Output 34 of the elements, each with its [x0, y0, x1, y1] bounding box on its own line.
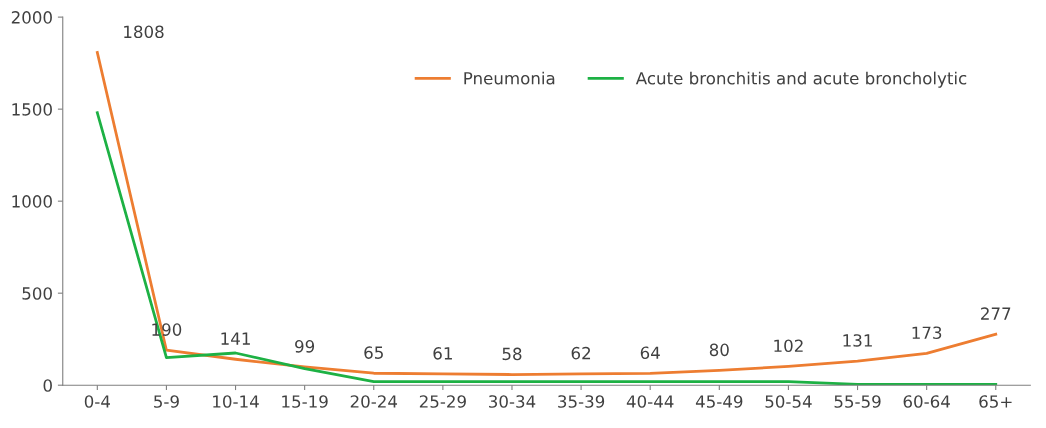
x-tick-label: 5-9	[154, 395, 179, 408]
y-tick-label: 500	[22, 287, 52, 300]
data-label: 277	[981, 307, 1011, 320]
x-tick-label: 15-19	[282, 395, 328, 408]
data-label: 64	[640, 346, 660, 360]
data-label: 173	[912, 326, 942, 340]
x-tick-label: 45-49	[695, 395, 743, 408]
y-tick-label: 0	[43, 379, 52, 392]
legend-label: Acute bronchitis and acute broncholytic	[635, 71, 967, 88]
x-tick-label: 25-29	[419, 395, 466, 408]
data-label: 131	[843, 334, 872, 347]
data-label: 141	[221, 332, 250, 345]
data-label: 1808	[124, 25, 164, 39]
data-label: 58	[502, 347, 522, 361]
legend-label: Pneumonia	[464, 71, 555, 85]
data-label: 99	[295, 340, 315, 353]
y-tick-label: 2000	[11, 11, 52, 24]
x-tick-label: 10-14	[213, 395, 259, 408]
x-tick-label: 50-54	[765, 395, 812, 408]
x-tick-label: 30-34	[489, 395, 536, 408]
x-tick-label: 40-44	[626, 395, 674, 408]
x-tick-label: 35-39	[558, 395, 605, 408]
data-label: 62	[571, 346, 591, 360]
x-tick-label: 65+	[979, 395, 1012, 408]
data-label: 102	[774, 339, 803, 353]
x-tick-label: 20-24	[350, 395, 398, 408]
x-tick-label: 55-59	[834, 395, 881, 408]
data-label: 65	[364, 346, 383, 359]
data-label: 80	[709, 343, 729, 357]
y-tick-label: 1500	[12, 103, 52, 116]
y-tick-label: 1000	[12, 195, 52, 208]
x-tick-label: 60-64	[903, 395, 950, 408]
data-label: 61	[433, 347, 452, 360]
x-tick-label: 0-4	[84, 395, 110, 408]
